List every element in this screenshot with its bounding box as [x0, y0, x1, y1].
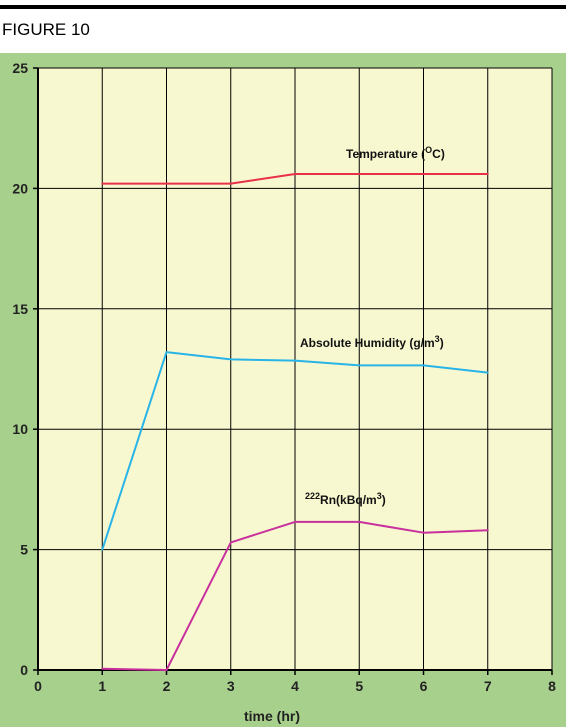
label-radon: 222Rn(kBq/m3) [305, 491, 386, 507]
line-chart: 0 1 2 3 4 5 6 7 8 0 5 10 15 20 25 Temperature (OC) Abs… [0, 53, 566, 727]
grid-lines [38, 67, 553, 670]
x-tick-label-0: 0 [34, 678, 42, 694]
x-tick-label-8: 8 [548, 678, 556, 694]
x-tick-label-1: 1 [98, 678, 106, 694]
y-tick-label-0: 0 [20, 662, 28, 678]
x-tick-label-6: 6 [420, 678, 428, 694]
tick-labels: 0 1 2 3 4 5 6 7 8 0 5 10 15 20 25 [12, 60, 556, 694]
y-tick-label-25: 25 [12, 60, 28, 76]
x-tick-label-3: 3 [227, 678, 235, 694]
y-tick-label-10: 10 [12, 421, 28, 437]
label-absolute-humidity: Absolute Humidity (g/m3) [300, 334, 444, 350]
x-tick-label-5: 5 [355, 678, 363, 694]
series-annotations: Temperature (OC) Absolute Humidity (g/m3… [300, 145, 445, 507]
figure-label: FIGURE 10 [2, 20, 90, 39]
y-tick-label-20: 20 [12, 180, 28, 196]
series-line-temperature [101, 173, 489, 185]
x-tick-label-4: 4 [291, 678, 299, 694]
series-lines [101, 173, 489, 671]
y-tick-label-15: 15 [12, 301, 28, 317]
y-tick-label-5: 5 [20, 542, 28, 558]
x-tick-label-2: 2 [163, 678, 171, 694]
series-line-radon [101, 520, 489, 671]
x-tick-label-7: 7 [484, 678, 492, 694]
label-temperature: Temperature (OC) [346, 145, 445, 161]
top-rule [0, 5, 566, 9]
series-line-absolute-humidity [101, 351, 489, 551]
x-axis-title: time (hr) [244, 708, 300, 724]
